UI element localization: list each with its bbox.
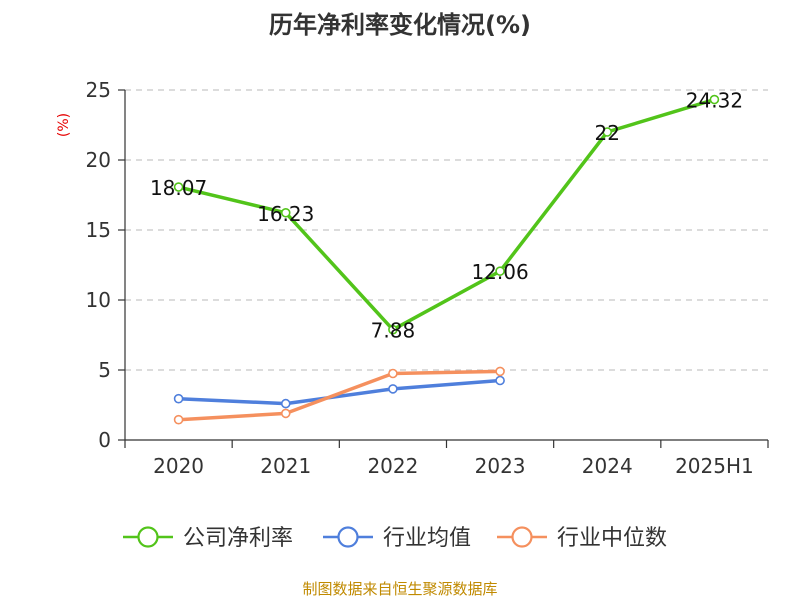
- data-label: 24.32: [686, 89, 743, 113]
- series-point: [280, 398, 291, 409]
- series-point: [173, 414, 184, 425]
- x-tick-label: 2025H1: [675, 454, 754, 478]
- series-point: [495, 375, 505, 386]
- y-tick-label: 15: [86, 218, 111, 242]
- y-tick-label: 20: [86, 148, 111, 172]
- data-label: 7.88: [371, 319, 416, 343]
- data-label: 22: [595, 121, 620, 145]
- series-line: [178, 378, 501, 406]
- source-note: 制图数据来自恒生聚源数据库: [302, 580, 497, 598]
- series-point: [495, 266, 505, 276]
- series-point: [388, 368, 398, 379]
- x-tick-label: 2023: [475, 454, 526, 478]
- series-point: [280, 408, 291, 419]
- chart-title: 历年净利率变化情况(%): [269, 11, 531, 39]
- y-tick-label: 10: [86, 288, 111, 312]
- legend-label: 行业中位数: [557, 526, 667, 551]
- x-tick-label: 2024: [582, 454, 633, 478]
- series-point: [602, 127, 613, 137]
- legend-marker: [337, 526, 359, 548]
- data-label: 16.23: [257, 202, 314, 226]
- y-tick-label: 0: [98, 428, 111, 452]
- data-label: 12.06: [471, 260, 528, 284]
- y-axis-label: (%): [56, 113, 72, 137]
- series-point: [280, 207, 291, 218]
- legend-marker: [511, 526, 533, 548]
- data-label: 18.07: [150, 176, 207, 200]
- series-point: [709, 94, 720, 105]
- legend-label: 行业均值: [383, 526, 471, 551]
- series-point: [388, 384, 398, 394]
- legend-marker: [137, 526, 159, 548]
- series-point: [388, 324, 398, 335]
- series-point: [495, 366, 505, 377]
- y-tick-label: 5: [98, 358, 111, 382]
- y-tick-label: 25: [86, 78, 111, 102]
- series-line: [178, 97, 715, 332]
- legend-label: 公司净利率: [183, 526, 293, 551]
- x-tick-label: 2021: [260, 454, 311, 478]
- x-tick-label: 2020: [153, 454, 204, 478]
- x-tick-label: 2022: [367, 454, 418, 478]
- series-line: [178, 369, 501, 422]
- series-point: [173, 393, 184, 404]
- series-point: [173, 182, 184, 192]
